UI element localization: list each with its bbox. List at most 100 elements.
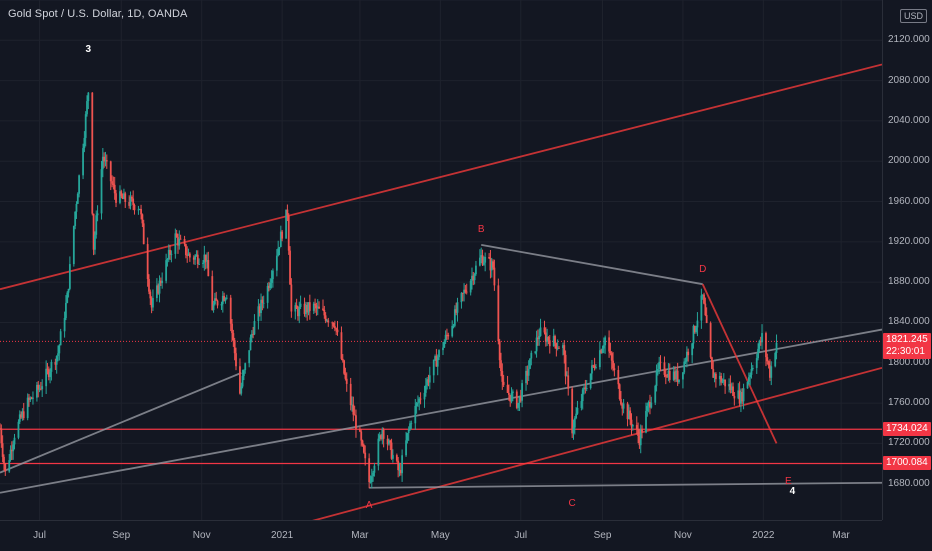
candle-body-297 [546,336,549,342]
candle-body-82 [149,291,152,299]
candle-body-159 [290,284,293,312]
candle-body-223 [409,423,411,430]
last-price-value: 1821.245 [886,334,928,346]
price-axis[interactable]: USD 1680.000 1720.000 1760.000 1800.000 1840… [882,0,932,520]
candle-body-62 [112,183,115,185]
candle-body-314 [576,407,579,414]
candle-body-309 [567,375,570,389]
candle-body-255 [469,280,472,293]
candle-body-270 [497,285,500,342]
candle-body-51 [92,213,95,250]
candle-body-55 [100,169,103,214]
candle-body-288 [529,358,531,369]
candle-body-39 [68,264,71,289]
price-tick-5: 1880.000 [888,276,930,288]
wave-label-A: A [365,499,373,511]
candle-body-88 [159,280,162,284]
candle-body-116 [212,304,215,311]
candle-body-286 [526,370,529,376]
candle-body-407 [749,374,752,378]
candle-body-196 [360,431,363,441]
candle-body-95 [174,233,177,254]
candle-body-215 [395,455,398,461]
candle-body-244 [447,334,450,337]
time-tick-2: Nov [192,530,211,541]
candle-body-99 [179,238,182,240]
candle-body-419 [770,366,773,378]
candle-body-5 [8,460,11,472]
candle-body-4 [4,463,7,472]
candle-body-260 [478,257,481,266]
candle-body-408 [750,369,753,375]
candle-body-243 [446,334,448,336]
candle-body-231 [424,385,427,393]
last-price-tag: 1821.245 22:30:01 [883,333,931,360]
candle-body-266 [489,258,492,271]
candle-body-124 [225,297,228,299]
candle-body-93 [169,249,171,255]
candle-body-262 [481,255,484,265]
candle-body-253 [464,289,467,292]
candle-body-155 [285,209,287,239]
candle-body-16 [28,397,30,400]
candle-body-368 [676,370,679,383]
candle-body-235 [432,359,435,376]
candle-body-293 [538,335,541,340]
candle-body-170 [312,303,315,311]
candle-body-276 [507,392,510,395]
candle-body-128 [233,340,236,354]
candle-body-174 [318,306,320,309]
time-tick-5: May [430,530,450,541]
candle-body-83 [150,298,153,308]
candle-body-337 [620,399,622,405]
candle-body-238 [436,357,439,367]
candle-body-109 [198,263,200,265]
candle-body-222 [407,429,410,434]
candle-body-341 [627,410,630,420]
candle-body-394 [724,379,727,387]
candle-body-306 [563,345,566,355]
candle-body-241 [443,341,446,348]
candle-body-313 [575,413,578,419]
candle-body-165 [303,303,306,315]
candle-body-280 [515,391,518,408]
candle-body-121 [221,295,224,304]
candle-body-265 [488,257,491,259]
candle-body-371 [683,361,686,373]
candle-body-67 [121,196,124,199]
candle-body-188 [344,373,347,379]
candle-body-22 [38,388,41,390]
candle-body-94 [170,253,173,255]
candle-body-301 [554,336,556,344]
candle-body-303 [556,347,559,350]
candle-body-268 [492,261,494,268]
candle-body-321 [591,365,593,374]
currency-badge[interactable]: USD [899,9,927,23]
trendline-3 [0,372,242,474]
candle-body-18 [30,397,33,399]
candle-body-190 [349,383,352,406]
candle-body-345 [635,425,638,430]
price-plot[interactable] [0,0,882,520]
candle-body-3 [3,456,5,464]
candle-body-227 [417,402,419,404]
candle-body-13 [21,411,24,418]
time-axis[interactable]: Jul Sep Nov 2021 Mar May Jul Sep Nov 2022 Mar [0,520,882,551]
candle-body-78 [141,214,144,224]
candle-body-324 [595,367,597,369]
candle-body-2 [1,443,4,457]
bar-countdown: 22:30:01 [886,346,925,358]
candle-body-367 [675,370,678,380]
candle-body-86 [157,285,160,294]
candle-body-145 [266,285,269,303]
candle-body-27 [47,369,50,378]
candle-body-230 [423,392,426,400]
wave-label-D: D [699,264,707,276]
candle-body-251 [461,293,464,294]
candle-body-248 [455,309,458,313]
candle-body-56 [101,156,104,170]
candle-body-114 [207,260,210,277]
candle-body-76 [138,208,141,210]
candle-body-404 [742,388,745,402]
